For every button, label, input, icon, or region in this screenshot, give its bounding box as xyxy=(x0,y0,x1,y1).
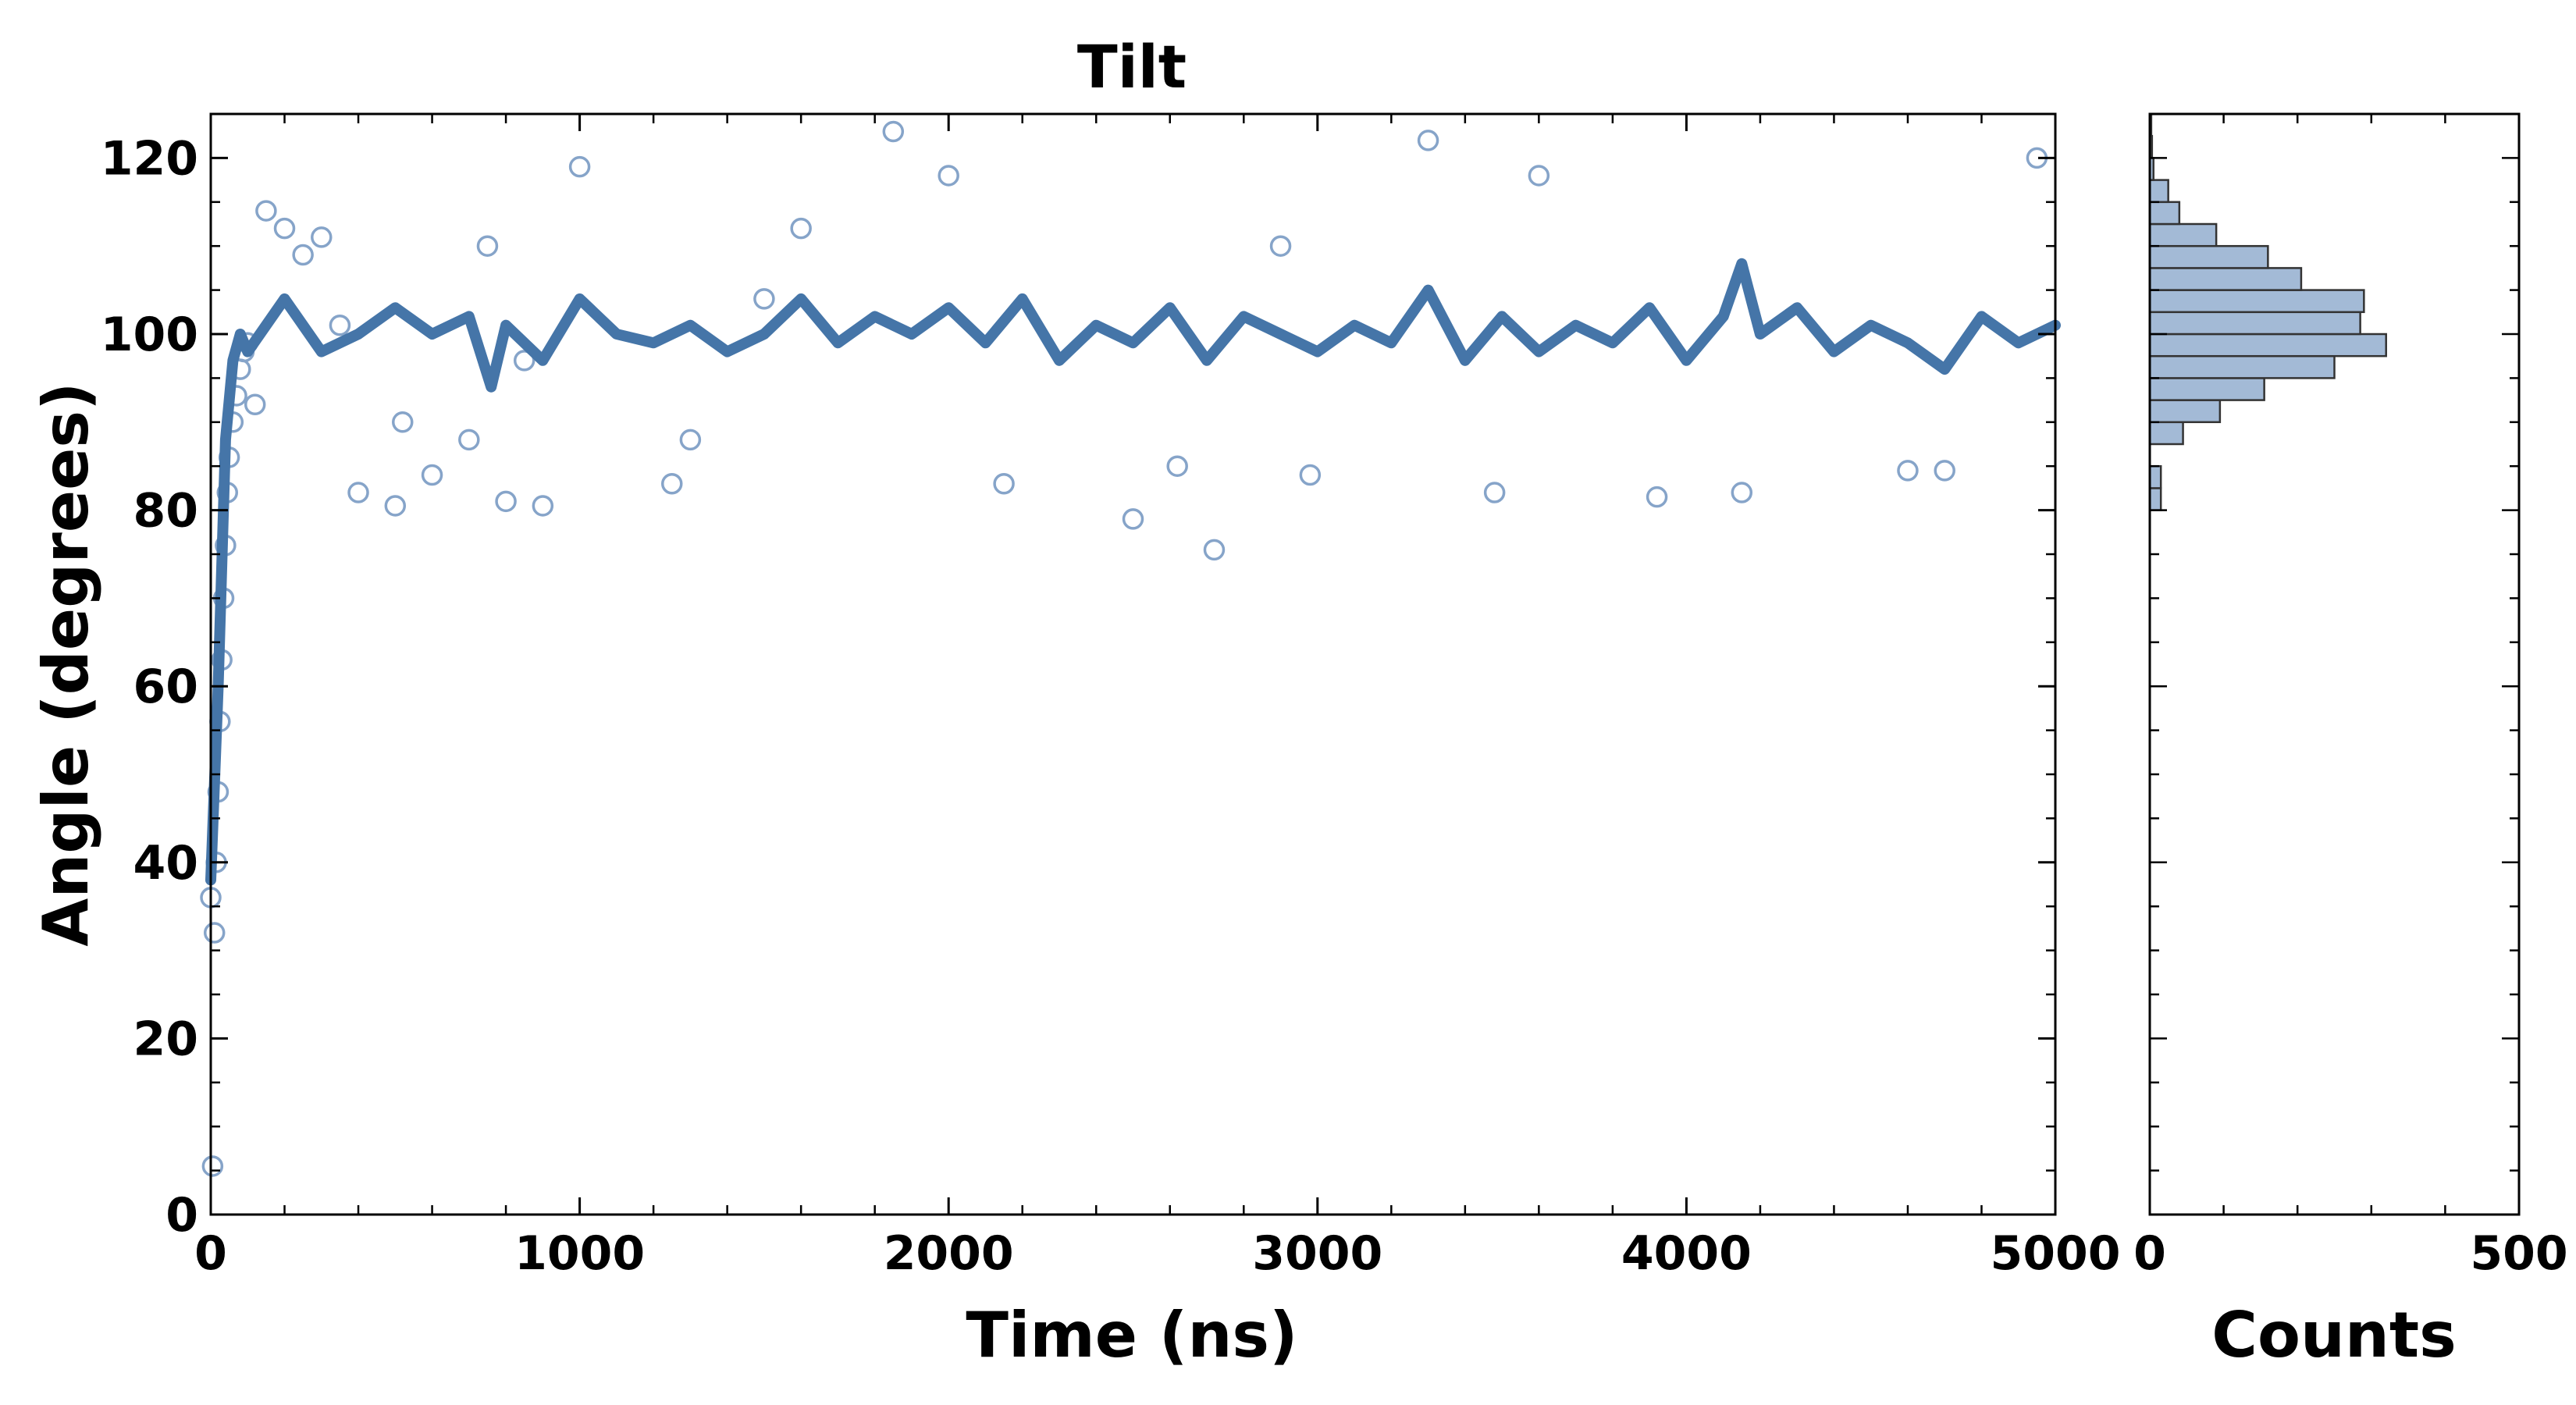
scatter-point xyxy=(384,495,407,517)
histogram-x-tick-label: 500 xyxy=(2470,1226,2567,1281)
scatter-point xyxy=(993,473,1015,495)
scatter-point xyxy=(679,429,702,451)
scatter-point xyxy=(790,217,812,240)
main-marks xyxy=(200,120,2061,1177)
histogram-x-axis-label: Counts xyxy=(2211,1299,2456,1371)
y-tick-label: 100 xyxy=(101,308,198,362)
running-average-line xyxy=(205,258,2061,886)
scatter-point xyxy=(1299,464,1322,486)
x-tick-label: 2000 xyxy=(884,1226,1014,1281)
scatter-point xyxy=(1528,165,1550,187)
scatter-point xyxy=(1269,235,1292,257)
chart-title: Tilt xyxy=(1077,32,1187,101)
histogram-bar xyxy=(2148,244,2269,269)
scatter-point xyxy=(476,235,499,257)
histogram-x-tick-label: 0 xyxy=(2133,1226,2166,1281)
scatter-point xyxy=(292,244,314,266)
scatter-point xyxy=(203,922,226,944)
x-tick-label: 3000 xyxy=(1252,1226,1382,1281)
histogram-bar xyxy=(2148,311,2361,336)
histogram-bar xyxy=(2148,377,2265,401)
histogram-bar xyxy=(2148,399,2222,424)
main-ticks: 0 1000 2000 3000 4000 5000 0 20 40 60 80 100 120 xyxy=(101,114,2121,1281)
scatter-point xyxy=(882,120,905,143)
histogram-ticks: 0 500 xyxy=(2133,114,2568,1281)
scatter-point xyxy=(661,473,683,495)
scatter-point xyxy=(392,411,414,433)
scatter-point xyxy=(513,350,535,372)
scatter-point xyxy=(1483,482,1506,503)
histogram-bar xyxy=(2148,289,2365,314)
y-tick-label: 20 xyxy=(133,1012,199,1066)
x-axis-label: Time (ns) xyxy=(966,1299,1297,1371)
scatter-point xyxy=(1646,486,1668,508)
scatter-point xyxy=(1897,460,1919,482)
scatter-point xyxy=(201,1155,224,1177)
histogram-marks xyxy=(2148,112,2387,511)
scatter-point xyxy=(421,464,443,486)
scatter-point xyxy=(1122,508,1144,530)
scatter-point xyxy=(1166,455,1188,477)
y-axis-label: Angle (degrees) xyxy=(30,382,102,946)
scatter-point xyxy=(1934,460,1955,482)
histogram-bar xyxy=(2148,201,2181,226)
y-tick-label: 40 xyxy=(133,836,199,891)
scatter-point xyxy=(458,429,480,451)
y-tick-label: 80 xyxy=(133,484,199,539)
y-tick-label: 0 xyxy=(165,1188,198,1243)
x-tick-label: 4000 xyxy=(1621,1226,1752,1281)
main-plot-frame xyxy=(209,112,2057,1216)
scatter-point xyxy=(244,393,266,415)
scatter-point xyxy=(1731,482,1753,503)
histogram-bar xyxy=(2148,354,2336,379)
scatter-point xyxy=(347,482,369,503)
histogram-plot-frame xyxy=(2148,112,2521,1216)
scatter-point xyxy=(568,155,591,178)
histogram-bar xyxy=(2148,267,2303,291)
scatter-point xyxy=(1417,130,1439,151)
x-tick-label: 0 xyxy=(194,1226,227,1281)
scatter-point xyxy=(329,314,351,336)
scatter-point xyxy=(938,165,959,187)
scatter-point xyxy=(1203,539,1226,561)
scatter-point xyxy=(495,490,517,513)
y-tick-label: 60 xyxy=(133,660,199,714)
scatter-point xyxy=(255,200,277,222)
histogram-plot: 0 500 Counts xyxy=(2133,112,2568,1371)
histogram-bar xyxy=(2148,222,2218,247)
main-plot: Tilt 0 1000 2000 3000 4000 5000 0 20 40 60 80 100 12… xyxy=(30,32,2121,1371)
histogram-bar xyxy=(2148,464,2162,489)
scatter-point xyxy=(311,226,333,248)
scatter-point xyxy=(273,217,296,240)
histogram-bar xyxy=(2148,179,2169,204)
histogram-bar xyxy=(2148,487,2162,511)
histogram-bar xyxy=(2148,333,2387,357)
scatter-point xyxy=(753,288,775,310)
x-tick-label: 5000 xyxy=(1991,1226,2121,1281)
scatter-point xyxy=(532,495,554,517)
y-tick-label: 120 xyxy=(101,131,198,186)
x-tick-label: 1000 xyxy=(514,1226,645,1281)
histogram-bar xyxy=(2148,421,2184,446)
